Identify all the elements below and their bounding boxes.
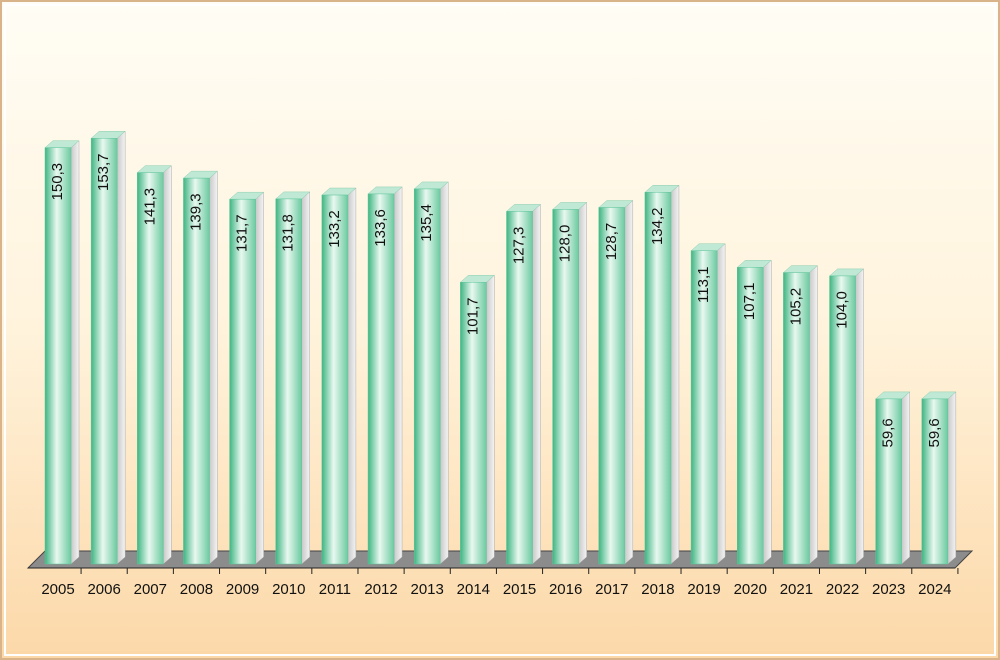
x-tick-label: 2009: [226, 581, 259, 598]
x-tick-label: 2019: [687, 581, 720, 598]
x-tick-label: 2005: [41, 581, 74, 598]
bar: [690, 250, 718, 565]
value-label: 128,0: [557, 225, 574, 263]
bar-side: [578, 201, 587, 565]
x-tick-label: 2010: [272, 581, 305, 598]
bar-side: [116, 130, 126, 565]
bar: [737, 267, 764, 565]
bar-side: [947, 391, 957, 565]
value-label: 133,2: [326, 210, 343, 248]
x-tick-label: 2022: [826, 581, 859, 598]
bar-side: [624, 199, 634, 565]
value-label: 113,1: [695, 266, 712, 302]
bar-side: [439, 181, 449, 565]
value-label: 105,2: [787, 288, 804, 326]
x-tick-label: 2018: [641, 581, 674, 598]
value-label: 59,6: [926, 418, 943, 447]
value-label: 107,1: [741, 283, 758, 321]
value-label: 101,7: [464, 298, 481, 336]
bar: [413, 188, 441, 565]
value-label: 131,7: [234, 214, 251, 252]
x-tick-label: 2008: [180, 581, 213, 598]
bar-side: [855, 268, 864, 565]
value-label: 134,2: [649, 207, 666, 245]
x-tick-label: 2021: [780, 581, 813, 598]
x-tick-label: 2020: [734, 581, 767, 598]
x-tick-label: 2011: [319, 581, 351, 598]
x-tick-label: 2017: [595, 581, 628, 598]
bar-side: [486, 274, 495, 565]
x-tick-label: 2013: [411, 581, 444, 598]
value-label: 139,3: [187, 193, 204, 231]
x-tick-label: 2012: [364, 581, 397, 598]
bar-side: [255, 191, 264, 565]
x-tick-label: 2014: [457, 581, 490, 598]
bar: [137, 172, 164, 565]
bar-side: [670, 184, 680, 565]
value-label: 59,6: [880, 418, 897, 447]
bar: [598, 207, 626, 565]
bar-side: [163, 165, 172, 565]
x-tick-label: 2016: [549, 581, 582, 598]
value-label: 104,0: [834, 291, 851, 329]
value-label: 128,7: [603, 223, 620, 261]
bar: [321, 194, 349, 565]
bar-side: [301, 191, 310, 565]
bar-side: [901, 391, 910, 565]
value-label: 150,3: [49, 163, 66, 201]
x-tick-label: 2006: [87, 581, 120, 598]
bevel: [4, 4, 996, 656]
bar: [90, 138, 118, 565]
value-label: 133,6: [372, 209, 389, 247]
bar-side: [209, 170, 218, 565]
bar: [506, 211, 533, 565]
bar-side: [763, 259, 772, 565]
bar: [367, 193, 395, 565]
bar: [229, 198, 256, 565]
bar: [783, 272, 810, 565]
value-label: 135,4: [418, 204, 435, 242]
bar: [460, 282, 487, 565]
value-label: 131,8: [280, 214, 297, 252]
bar-side: [809, 265, 818, 565]
bar: [552, 209, 579, 565]
value-label: 153,7: [95, 153, 112, 191]
bar: [183, 177, 210, 565]
value-label: 141,3: [141, 188, 158, 226]
value-label: 127,3: [510, 227, 527, 265]
bar: [829, 275, 856, 565]
x-tick-label: 2007: [134, 581, 167, 598]
x-tick-label: 2024: [918, 581, 951, 598]
bar-side: [347, 187, 357, 565]
x-tick-label: 2015: [503, 581, 536, 598]
bar: [644, 192, 672, 565]
bar-side: [532, 203, 541, 565]
bar: [275, 198, 302, 565]
bar: [875, 398, 902, 565]
bar-side: [70, 140, 80, 565]
bar: [921, 398, 949, 565]
bar: [44, 147, 72, 565]
x-tick-label: 2023: [872, 581, 905, 598]
bar-side: [393, 186, 403, 565]
bar-side: [716, 243, 726, 565]
